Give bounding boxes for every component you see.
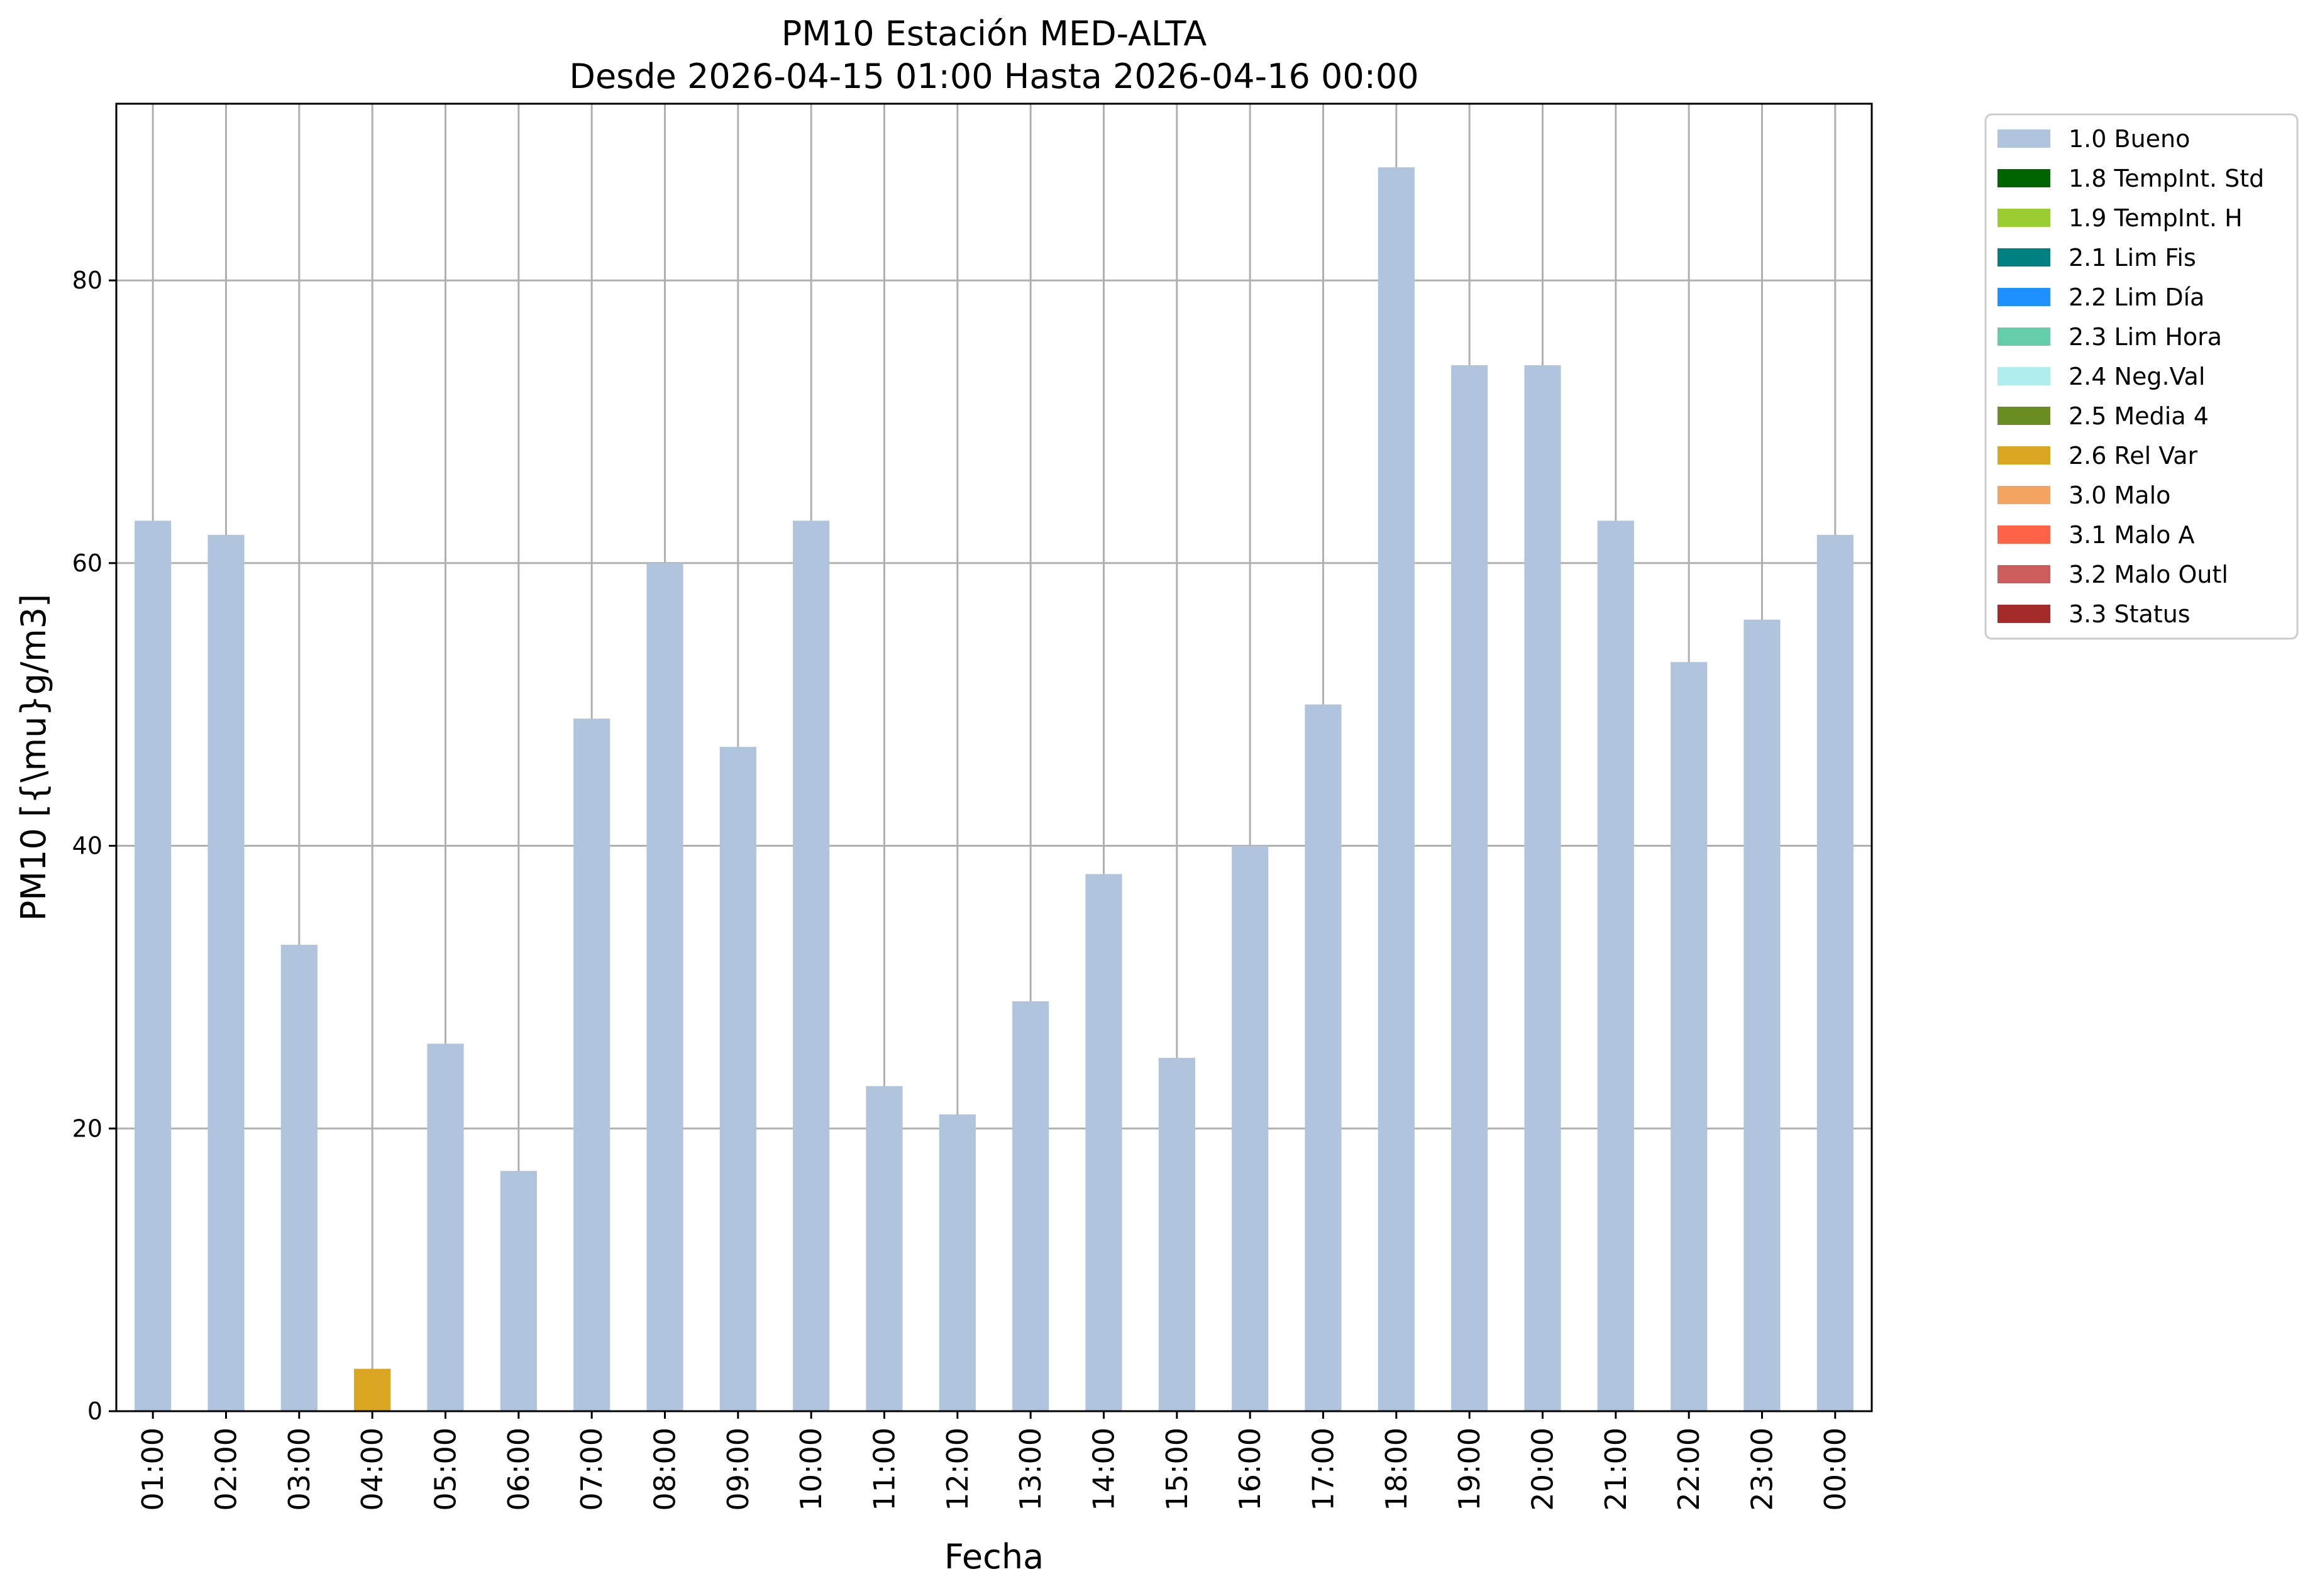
x-tick-label: 23:00 bbox=[1745, 1428, 1779, 1511]
x-tick-label: 20:00 bbox=[1526, 1428, 1560, 1511]
legend-label: 2.5 Media 4 bbox=[2069, 402, 2209, 430]
x-tick-label: 22:00 bbox=[1672, 1428, 1706, 1511]
bar bbox=[939, 1114, 976, 1411]
legend-label: 1.0 Bueno bbox=[2069, 125, 2190, 153]
bar bbox=[1305, 704, 1342, 1411]
bar bbox=[646, 563, 683, 1411]
y-axis-label: PM10 [{\mu}g/m3] bbox=[14, 594, 53, 921]
bar bbox=[1743, 619, 1781, 1411]
chart-subtitle: Desde 2026-04-15 01:00 Hasta 2026-04-16 … bbox=[569, 57, 1418, 96]
legend-swatch bbox=[1997, 327, 2050, 346]
legend-swatch bbox=[1997, 169, 2050, 187]
x-tick-label: 13:00 bbox=[1014, 1428, 1047, 1511]
x-tick-label: 08:00 bbox=[648, 1428, 682, 1511]
legend-swatch bbox=[1997, 605, 2050, 623]
bar bbox=[1085, 874, 1122, 1411]
legend-label: 3.2 Malo Outl bbox=[2069, 561, 2228, 588]
legend-label: 3.1 Malo A bbox=[2069, 521, 2194, 549]
bar bbox=[1232, 845, 1269, 1411]
bars bbox=[135, 167, 1854, 1412]
legend-swatch bbox=[1997, 288, 2050, 306]
bar bbox=[1816, 534, 1854, 1411]
y-tick-label: 0 bbox=[87, 1397, 102, 1425]
y-tick-label: 20 bbox=[72, 1114, 102, 1142]
bar bbox=[1012, 1001, 1049, 1411]
bar bbox=[866, 1086, 903, 1411]
bar bbox=[1451, 365, 1488, 1411]
legend-label: 1.8 TempInt. Std bbox=[2069, 165, 2264, 192]
x-axis-label: Fecha bbox=[944, 1537, 1044, 1577]
bar bbox=[1597, 520, 1634, 1412]
x-tick-label: 18:00 bbox=[1379, 1428, 1413, 1511]
legend-swatch bbox=[1997, 526, 2050, 544]
x-tick-label: 05:00 bbox=[429, 1428, 463, 1511]
legend-label: 2.6 Rel Var bbox=[2069, 442, 2198, 470]
bar bbox=[427, 1043, 464, 1411]
bar bbox=[719, 747, 756, 1411]
x-tick-label: 02:00 bbox=[209, 1428, 243, 1511]
legend-swatch bbox=[1997, 129, 2050, 148]
legend-label: 1.9 TempInt. H bbox=[2069, 204, 2243, 232]
x-axis-ticks: 01:00 02:00 03:00 04:00 05:00 06:00 07:00 08:00… bbox=[136, 1411, 1852, 1511]
x-tick-label: 21:00 bbox=[1599, 1428, 1633, 1511]
x-tick-label: 17:00 bbox=[1307, 1428, 1340, 1511]
x-tick-label: 07:00 bbox=[575, 1428, 609, 1511]
x-tick-label: 09:00 bbox=[721, 1428, 755, 1511]
x-tick-label: 03:00 bbox=[282, 1428, 316, 1511]
x-tick-label: 15:00 bbox=[1160, 1428, 1194, 1511]
y-tick-label: 40 bbox=[72, 832, 102, 860]
x-tick-label: 14:00 bbox=[1087, 1428, 1121, 1511]
x-tick-label: 12:00 bbox=[941, 1428, 975, 1511]
legend-swatch bbox=[1997, 565, 2050, 583]
plot-frame bbox=[115, 102, 1873, 1412]
x-tick-label: 10:00 bbox=[794, 1428, 828, 1511]
x-tick-label: 06:00 bbox=[502, 1428, 536, 1511]
legend-swatch bbox=[1997, 407, 2050, 425]
x-tick-label: 04:00 bbox=[355, 1428, 389, 1511]
x-tick-label: 16:00 bbox=[1233, 1428, 1267, 1511]
legend-swatch bbox=[1997, 486, 2050, 504]
bar bbox=[1158, 1057, 1195, 1411]
chart-title: PM10 Estación MED-ALTA bbox=[782, 14, 1207, 53]
legend-frame bbox=[1984, 113, 2299, 640]
bar bbox=[354, 1368, 391, 1411]
bar bbox=[1671, 662, 1708, 1411]
legend-label: 3.3 Status bbox=[2069, 600, 2191, 628]
legend-swatch bbox=[1997, 248, 2050, 267]
bar bbox=[793, 520, 830, 1412]
bar bbox=[500, 1170, 537, 1411]
bar bbox=[207, 534, 245, 1411]
x-tick-label: 19:00 bbox=[1452, 1428, 1486, 1511]
legend-label: 2.2 Lim Día bbox=[2069, 283, 2204, 311]
bar bbox=[573, 718, 611, 1411]
bar bbox=[1378, 167, 1415, 1411]
legend-swatch bbox=[1997, 367, 2050, 385]
y-tick-label: 80 bbox=[72, 267, 102, 294]
legend-swatch bbox=[1997, 446, 2050, 465]
y-tick-label: 60 bbox=[72, 549, 102, 577]
legend-swatch bbox=[1997, 209, 2050, 227]
legend-label: 3.0 Malo bbox=[2069, 482, 2170, 509]
y-axis-ticks: 0 20 40 60 80 bbox=[72, 267, 116, 1425]
bar bbox=[135, 520, 172, 1412]
legend-label: 2.4 Neg.Val bbox=[2069, 363, 2205, 390]
bar bbox=[280, 944, 318, 1411]
x-tick-label: 11:00 bbox=[868, 1428, 902, 1511]
bar bbox=[1524, 365, 1561, 1411]
x-tick-label: 01:00 bbox=[136, 1428, 170, 1511]
legend-label: 2.3 Lim Hora bbox=[2069, 323, 2222, 351]
x-tick-label: 00:00 bbox=[1818, 1428, 1852, 1511]
legend-label: 2.1 Lim Fis bbox=[2069, 244, 2196, 272]
legend: 1.0 Bueno 1.8 TempInt. Std 1.9 TempInt. H 2… bbox=[1984, 113, 2299, 640]
